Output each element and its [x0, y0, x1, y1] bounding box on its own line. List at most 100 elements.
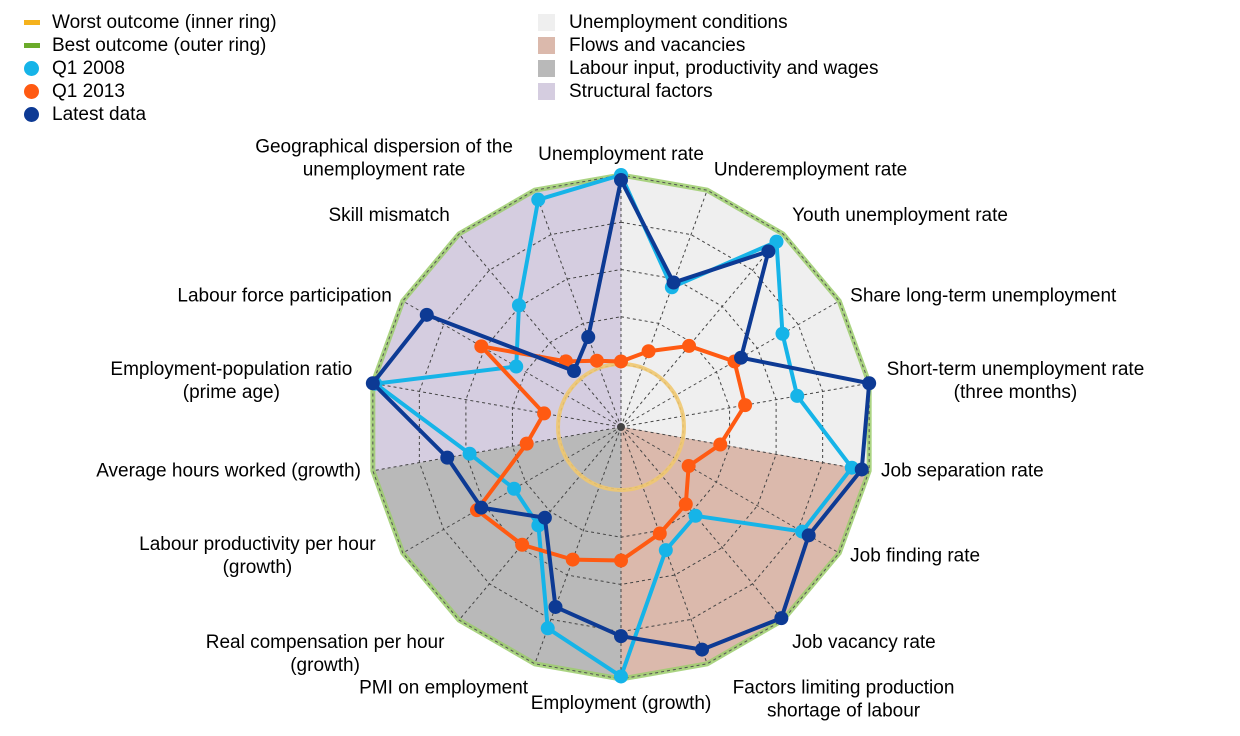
axis-label-average-hours-worked-growth: Average hours worked (growth): [96, 461, 361, 482]
point-q1-2008-pmi-on-employment: [540, 621, 555, 636]
point-q1-2008-average-hours-worked-growth: [462, 446, 477, 461]
point-latest-data-share-long-term-unemployment: [734, 350, 749, 365]
point-q1-2013-employment-population-ratio-prime-age: [537, 406, 552, 421]
legend-swatch-unemployment-conditions: [538, 14, 555, 31]
legend-item-q1-2013: Q1 2013: [18, 80, 277, 103]
axis-label-underemployment-rate: Underemployment rate: [714, 160, 907, 181]
axis-label-line: Unemployment rate: [538, 144, 704, 165]
point-q1-2013-job-finding-rate: [681, 459, 696, 474]
point-q1-2013-factors-limiting-production-shortage-of-labour: [652, 526, 667, 541]
point-latest-data-job-finding-rate: [801, 528, 816, 543]
axis-label-line: Job vacancy rate: [792, 632, 936, 653]
axis-label-line: Geographical dispersion of the: [255, 137, 513, 158]
axis-label-line: Job separation rate: [881, 461, 1044, 482]
legend-item-structural-factors: Structural factors: [530, 80, 878, 103]
legend-item-flows-and-vacancies: Flows and vacancies: [530, 34, 878, 57]
point-q1-2008-employment-growth: [614, 669, 628, 684]
sector-backgrounds: [372, 174, 870, 680]
axis-label-share-long-term-unemployment: Share long-term unemployment: [850, 286, 1117, 307]
legend-item-worst-outcome: Worst outcome (inner ring): [18, 11, 277, 34]
point-q1-2013-pmi-on-employment: [565, 552, 580, 567]
legend-right: Unemployment conditions Flows and vacanc…: [530, 11, 878, 103]
point-latest-data-job-separation-rate: [854, 462, 869, 477]
point-q1-2008-short-term-unemployment-rate-three-months: [790, 388, 805, 403]
legend-item-unemployment-conditions: Unemployment conditions: [530, 11, 878, 34]
spoke-underemployment-rate: [620, 190, 708, 428]
point-q1-2008-geographical-dispersion-of-the-unemployment-rate: [531, 192, 546, 207]
point-q1-2013-employment-growth: [614, 553, 628, 568]
legend-swatch-q1-2013: [24, 84, 39, 99]
axis-label-line: (growth): [223, 557, 293, 578]
point-latest-data-employment-population-ratio-prime-age: [365, 376, 380, 391]
point-q1-2013-underemployment-rate: [641, 344, 656, 359]
legend-item-best-outcome: Best outcome (outer ring): [18, 34, 277, 57]
legend-swatch-flows-and-vacancies: [538, 37, 555, 54]
axis-label-job-vacancy-rate: Job vacancy rate: [792, 632, 936, 653]
axis-label-job-separation-rate: Job separation rate: [881, 461, 1044, 482]
spoke-job-vacancy-rate: [620, 426, 784, 621]
legend-label-flows-and-vacancies: Flows and vacancies: [569, 35, 746, 56]
point-q1-2013-job-separation-rate: [713, 437, 728, 452]
point-latest-data-labour-force-participation: [419, 307, 434, 322]
point-q1-2008-job-vacancy-rate: [688, 508, 703, 523]
legend-label-labour-input: Labour input, productivity and wages: [569, 58, 879, 79]
axis-label-line: Employment-population ratio: [110, 359, 352, 380]
point-latest-data-job-vacancy-rate: [774, 611, 789, 626]
point-q1-2013-real-compensation-per-hour-growth: [515, 537, 530, 552]
point-q1-2013-job-vacancy-rate: [678, 497, 693, 512]
center-point: [617, 423, 625, 431]
legend-label-best-outcome: Best outcome (outer ring): [52, 35, 267, 56]
point-q1-2013-labour-force-participation: [474, 339, 489, 354]
series-q1-2013: [469, 338, 753, 568]
legend-left: Worst outcome (inner ring) Best outcome …: [18, 11, 277, 126]
axis-label-line: Job finding rate: [850, 546, 980, 567]
axis-label-labour-force-participation: Labour force participation: [177, 286, 391, 307]
legend-label-structural-factors: Structural factors: [569, 81, 713, 102]
spoke-geographical-dispersion-of-the-unemployment-rate: [534, 190, 622, 428]
axis-label-job-finding-rate: Job finding rate: [850, 546, 980, 567]
axis-label-line: (prime age): [183, 382, 280, 403]
point-q1-2013-unemployment-rate: [614, 354, 628, 369]
legend-label-q1-2013: Q1 2013: [52, 81, 125, 102]
point-latest-data-labour-productivity-per-hour-growth: [474, 500, 489, 515]
axis-label-labour-productivity-per-hour-growth: Labour productivity per hour (growth): [139, 534, 376, 578]
axis-label-line: shortage of labour: [767, 700, 921, 721]
legend-swatch-structural-factors: [538, 83, 555, 100]
point-q1-2008-youth-unemployment-rate: [769, 234, 784, 249]
axis-label-line: (three months): [954, 382, 1078, 403]
legend-item-q1-2008: Q1 2008: [18, 57, 277, 80]
axis-label-employment-population-ratio-prime-age: Employment-population ratio (prime age): [110, 359, 352, 403]
point-latest-data-employment-growth: [614, 629, 628, 644]
axis-label-youth-unemployment-rate: Youth unemployment rate: [792, 205, 1008, 226]
axis-label-line: Labour productivity per hour: [139, 534, 376, 555]
point-q1-2008-skill-mismatch: [511, 298, 526, 313]
point-q1-2013-average-hours-worked-growth: [519, 436, 534, 451]
point-latest-data-short-term-unemployment-rate-three-months: [862, 376, 877, 391]
legend-label-unemployment-conditions: Unemployment conditions: [569, 12, 788, 33]
axis-label-skill-mismatch: Skill mismatch: [328, 205, 449, 226]
axis-label-real-compensation-per-hour-growth: Real compensation per hour (growth): [206, 632, 445, 676]
axis-label-line: Real compensation per hour: [206, 632, 445, 653]
legend-label-latest-data: Latest data: [52, 104, 147, 125]
series-latest-data: [365, 173, 877, 657]
spoke-job-separation-rate: [620, 426, 870, 472]
point-q1-2013-youth-unemployment-rate: [682, 338, 697, 353]
axis-label-line: PMI on employment: [359, 677, 529, 698]
legend-swatch-worst-outcome: [24, 20, 40, 25]
axis-label-line: Average hours worked (growth): [96, 461, 361, 482]
point-latest-data-youth-unemployment-rate: [761, 244, 776, 259]
series-q1-2008: [368, 168, 859, 684]
spoke-average-hours-worked-growth: [372, 426, 622, 472]
axis-label-line: Short-term unemployment rate: [887, 359, 1145, 380]
legend-swatch-latest-data: [24, 107, 39, 122]
point-q1-2008-labour-productivity-per-hour-growth: [507, 481, 522, 496]
axis-label-geographical-dispersion-of-the-unemployment-rate: Geographical dispersion of the unemployme…: [255, 137, 513, 181]
point-q1-2008-factors-limiting-production-shortage-of-labour: [658, 543, 673, 558]
point-latest-data-underemployment-rate: [666, 275, 681, 290]
axis-label-line: (growth): [290, 655, 360, 676]
point-latest-data-geographical-dispersion-of-the-unemployment-rate: [581, 330, 596, 345]
legend-swatch-best-outcome: [24, 43, 40, 48]
point-latest-data-average-hours-worked-growth: [440, 450, 455, 465]
legend-item-latest-data: Latest data: [18, 103, 277, 126]
